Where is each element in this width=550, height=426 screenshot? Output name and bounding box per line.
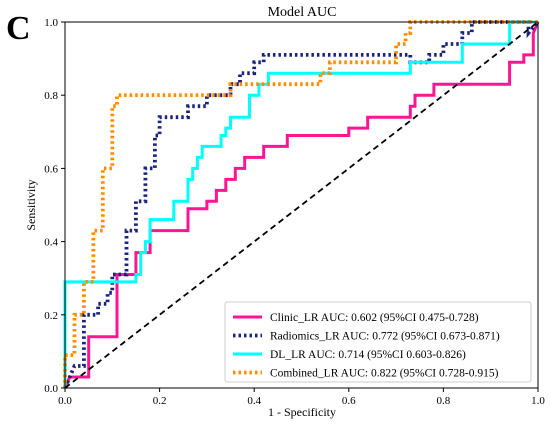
series-line-1: [63, 20, 540, 389]
x-tick-label: 0.2: [153, 395, 167, 407]
plot-lines: [63, 20, 540, 389]
x-tick-label: 0.4: [247, 395, 261, 407]
legend-label: Combined_LR AUC: 0.822 (95%CI 0.728-0.91…: [270, 368, 499, 380]
plot-frame: [64, 21, 539, 389]
series-line-3: [63, 20, 538, 388]
y-axis-label: Sensitivity: [24, 179, 38, 230]
x-axis-ticks: 0.0 0.2 0.4 0.6 0.8 1.0: [58, 388, 545, 407]
y-tick-label: 0.6: [44, 163, 58, 175]
x-tick-label: 1.0: [531, 395, 545, 407]
y-tick-label: 1.0: [44, 17, 58, 29]
chart-title: Model AUC: [268, 5, 337, 20]
legend-box: [224, 301, 532, 383]
x-axis-label: 1 - Specificity: [268, 405, 336, 419]
y-tick-label: 0.4: [44, 237, 58, 249]
x-tick-label: 0.0: [58, 395, 72, 407]
y-tick-label: 0.8: [44, 90, 58, 102]
x-tick-label: 0.6: [342, 395, 356, 407]
x-tick-label: 0.8: [437, 395, 451, 407]
y-tick-label: 0.2: [44, 310, 58, 322]
y-axis-ticks: 0.0 0.2 0.4 0.6 0.8 1.0: [44, 17, 65, 395]
legend-label: DL_LR AUC: 0.714 (95%CI 0.603-0.826): [270, 349, 466, 361]
y-tick-label: 0.0: [44, 383, 58, 395]
legend-label: Clinic_LR AUC: 0.602 (95%CI 0.475-0.728): [270, 312, 479, 324]
legend: Clinic_LR AUC: 0.602 (95%CI 0.475-0.728)…: [224, 301, 532, 383]
panel-letter: C: [6, 10, 31, 47]
series-line-0: [63, 21, 540, 389]
legend-label: Radiomics_LR AUC: 0.772 (95%CI 0.673-0.8…: [270, 331, 500, 343]
series-line-2: [63, 20, 538, 388]
